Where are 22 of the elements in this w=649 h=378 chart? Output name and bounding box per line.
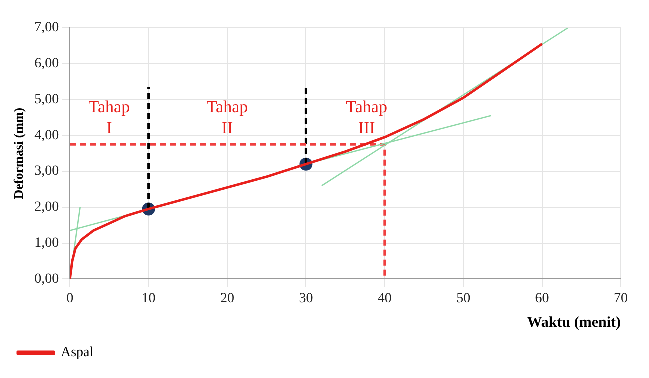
y-tick-label: 6,00 [34, 56, 60, 72]
x-tick-label: 40 [378, 291, 392, 306]
legend-label: Aspal [61, 346, 94, 361]
y-tick-label: 3,00 [34, 164, 60, 180]
y-axis-title: Deformasi (mm) [11, 108, 26, 200]
x-tick-label: 20 [220, 291, 234, 306]
x-tick-label: 60 [535, 291, 550, 306]
x-tick-label: 50 [456, 291, 471, 306]
x-tick-label: 70 [614, 291, 628, 306]
y-tick-label: 2,00 [34, 200, 60, 216]
y-tick-label: 4,00 [34, 128, 60, 144]
y-tick-label: 7,00 [34, 20, 60, 36]
annotation: Tahap III [346, 97, 388, 138]
x-tick-label: 30 [299, 291, 314, 306]
x-tick-label: 10 [142, 291, 156, 306]
x-axis-title: Waktu (menit) [527, 314, 622, 331]
annotation: Tahap II [206, 97, 248, 138]
y-tick-label: 1,00 [34, 236, 60, 251]
y-tick-label: 0,00 [34, 272, 60, 287]
x-tick-label: 0 [66, 291, 74, 306]
annotation: Tahap I [88, 97, 130, 138]
y-tick-label: 5,00 [34, 92, 60, 108]
